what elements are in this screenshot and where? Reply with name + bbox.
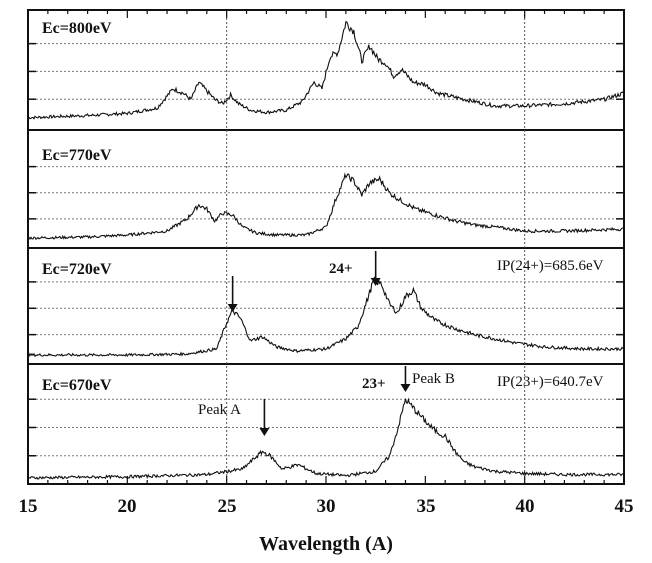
spectrum-line-panel-0	[27, 20, 625, 120]
x-tick-label-35: 35	[417, 496, 436, 517]
arrow-head	[400, 384, 411, 392]
panel-label-720: Ec=720eV	[42, 261, 112, 278]
x-axis-title: Wavelength (A)	[259, 533, 393, 555]
arrow-head	[370, 278, 381, 286]
x-tick-label-45: 45	[615, 496, 634, 517]
x-tick-labels: 15 20 25 30 35 40 45	[19, 496, 634, 517]
annotations: 24+ IP(24+)=685.6eV 23+ Peak B IP(23+)=6…	[198, 258, 604, 418]
arrow-head	[259, 428, 270, 436]
axis-ticks	[27, 10, 625, 484]
grid-lines	[28, 10, 624, 484]
panel-label-770: Ec=770eV	[42, 147, 112, 164]
panel-frames	[27, 9, 625, 485]
x-tick-label-25: 25	[218, 496, 237, 517]
annotation-24plus: 24+	[329, 261, 353, 277]
peak-arrows	[227, 251, 411, 436]
x-tick-label-15: 15	[19, 496, 38, 517]
arrow-head	[227, 304, 238, 312]
x-tick-label-30: 30	[317, 496, 336, 517]
spectrum-line-panel-1	[27, 172, 625, 241]
annotation-23plus: 23+	[362, 376, 386, 392]
panel-labels: Ec=800eV Ec=770eV Ec=720eV Ec=670eV	[42, 20, 112, 394]
panel-label-800: Ec=800eV	[42, 20, 112, 37]
spectrum-traces	[27, 20, 625, 480]
annotation-peak-a: Peak A	[198, 402, 241, 418]
annotation-ip-24plus: IP(24+)=685.6eV	[497, 258, 604, 274]
x-tick-label-20: 20	[118, 496, 137, 517]
annotation-ip-23plus: IP(23+)=640.7eV	[497, 374, 604, 390]
annotation-peak-b: Peak B	[412, 371, 455, 387]
panel-label-670: Ec=670eV	[42, 377, 112, 394]
spectrum-line-panel-2	[27, 276, 625, 358]
x-tick-label-40: 40	[516, 496, 535, 517]
spectrum-line-panel-3	[27, 397, 625, 480]
